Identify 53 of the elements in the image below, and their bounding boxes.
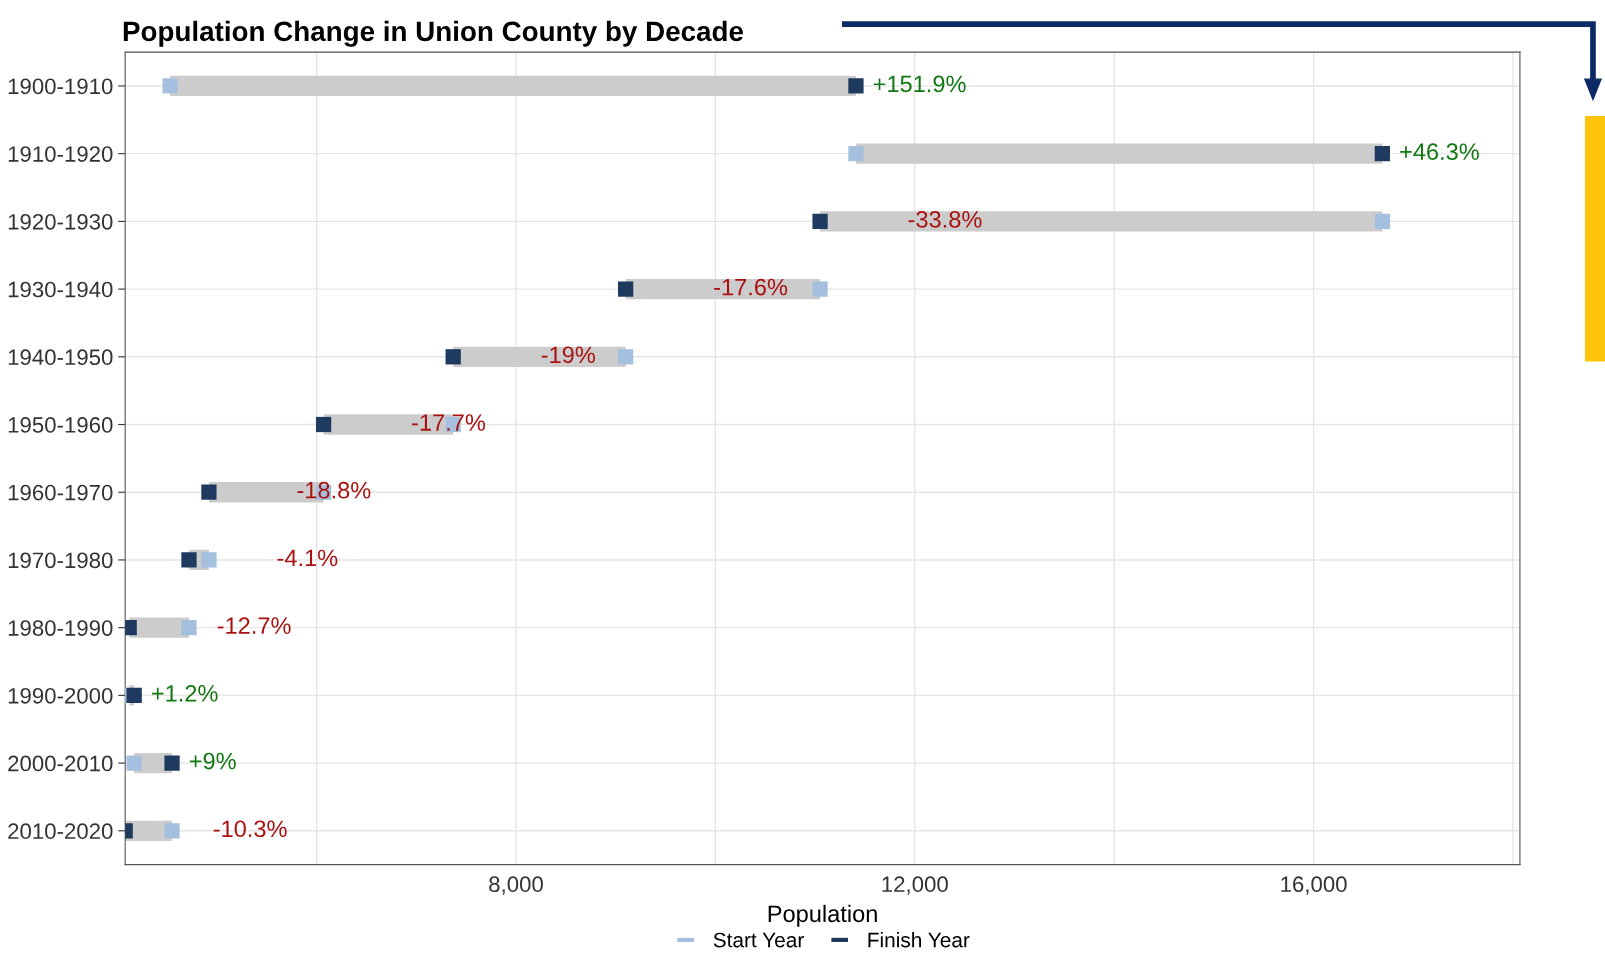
- point: [812, 213, 828, 230]
- annotation: -12.7%: [217, 617, 291, 634]
- annotation: +9%: [189, 752, 236, 770]
- point: [201, 484, 217, 500]
- annotation: +151.9%: [873, 75, 966, 93]
- point: [848, 78, 864, 94]
- point: [618, 281, 634, 297]
- annotation: +1.2%: [151, 684, 218, 702]
- point: [848, 146, 864, 162]
- annotation: +46.3%: [1400, 143, 1479, 161]
- point: [315, 416, 332, 433]
- legend-label: Finish Year: [868, 932, 970, 948]
- annotation: -17.7%: [412, 414, 486, 431]
- x-tick-label: 12,000: [882, 876, 948, 895]
- point: [201, 552, 217, 568]
- y-tick-label: 1990-2000: [8, 687, 113, 704]
- point: [812, 281, 828, 297]
- y-tick-label: 2000-2010: [8, 755, 113, 772]
- y-tick-label: 1960-1970: [8, 484, 113, 501]
- annotation: -17.6%: [714, 278, 788, 296]
- y-tick-label: 1930-1940: [8, 281, 113, 298]
- annotation: -10.3%: [213, 820, 287, 838]
- point: [181, 620, 197, 636]
- x-axis-title: Population: [768, 904, 877, 927]
- bar: [820, 211, 1383, 232]
- point: [618, 349, 634, 365]
- y-tick-label: 1980-1990: [8, 620, 113, 636]
- bar: [170, 75, 856, 97]
- bar: [855, 143, 1383, 164]
- point: [126, 687, 142, 703]
- x-tick-label: 16,000: [1281, 876, 1347, 895]
- y-tick-label: 2010-2020: [8, 823, 113, 840]
- point: [164, 823, 180, 839]
- annotation: -19%: [541, 346, 595, 364]
- annotation: -4.1%: [277, 549, 338, 567]
- point: [164, 755, 180, 771]
- y-tick-label: 1900-1910: [8, 78, 113, 95]
- point: [445, 349, 461, 365]
- point: [126, 755, 142, 771]
- point: [181, 552, 197, 568]
- point: [1374, 146, 1390, 162]
- legend-label: Start Year: [713, 932, 804, 948]
- point: [162, 78, 178, 94]
- y-tick-label: 1910-1920: [8, 146, 113, 162]
- x-tick-label: 8,000: [489, 876, 543, 895]
- annotation: -33.8%: [908, 211, 982, 228]
- y-tick-label: 1920-1930: [8, 213, 113, 230]
- annotation: -18.8%: [297, 481, 371, 499]
- y-tick-label: 1950-1960: [8, 417, 113, 433]
- y-tick-label: 1970-1980: [8, 552, 113, 569]
- point: [1374, 213, 1390, 230]
- y-tick-label: 1940-1950: [8, 349, 113, 366]
- chart-title: Population Change in Union County by Decade: [123, 20, 743, 47]
